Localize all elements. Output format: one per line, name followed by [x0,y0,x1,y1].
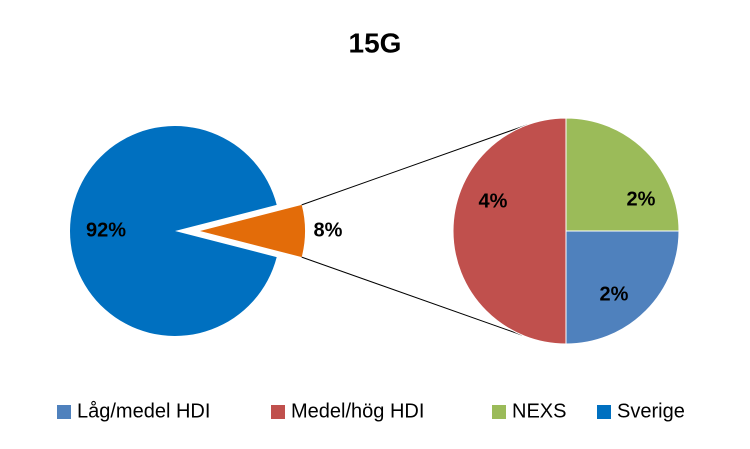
data-label: 4% [479,190,508,212]
pie-slice [565,230,680,345]
connector-line [301,124,528,206]
legend-swatch [597,405,611,419]
legend-swatch [57,405,71,419]
legend-label: Medel/hög HDI [291,400,424,422]
chart-title: 15G [349,27,402,58]
data-label: 2% [600,283,629,305]
pie-slice [565,117,680,232]
connector-line [301,256,523,336]
legend-swatch [271,405,285,419]
data-label: 8% [314,219,343,241]
legend-label: NEXS [512,400,566,422]
legend-swatch [492,405,506,419]
pie-slice [200,204,305,258]
legend-label: Låg/medel HDI [77,400,210,422]
pie-slice [70,126,277,337]
data-label: 2% [627,188,656,210]
data-label: 92% [86,219,126,241]
legend-label: Sverige [617,400,685,422]
pie-slice [452,117,567,345]
